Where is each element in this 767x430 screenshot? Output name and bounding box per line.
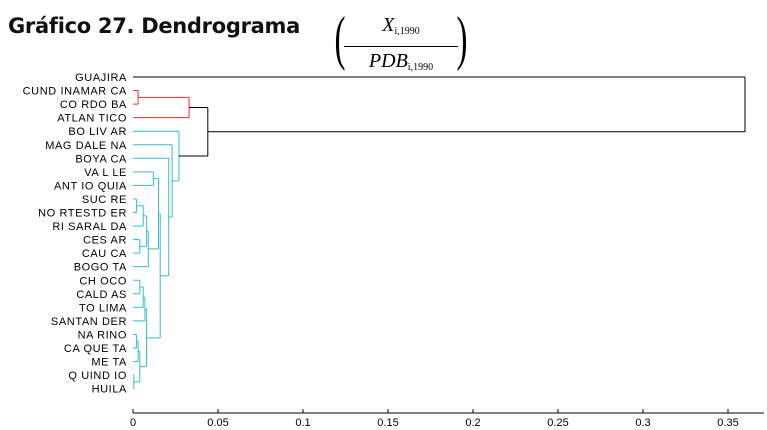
fraction-bar bbox=[344, 46, 458, 47]
x-tick-label: 0.1 bbox=[295, 417, 310, 429]
x-tick-label: 0.05 bbox=[207, 417, 228, 429]
leaf-label: CES AR bbox=[83, 235, 127, 247]
leaf-label: RI SARAL DA bbox=[52, 221, 127, 233]
x-tick-label: 0.2 bbox=[465, 417, 480, 429]
leaf-label: GUAJIRA bbox=[75, 72, 127, 84]
x-tick-label: 0.35 bbox=[717, 417, 738, 429]
leaf-label: BOGO TA bbox=[74, 262, 127, 274]
formula-denominator: PDBi,1990 bbox=[368, 50, 434, 73]
figure-title: Gráfico 27. Dendrograma bbox=[8, 14, 300, 38]
leaf-label: BOYA CA bbox=[75, 153, 127, 165]
formula-fraction: Xi,1990 PDBi,1990 bbox=[342, 12, 460, 81]
leaf-label: ME TA bbox=[91, 357, 127, 369]
leaf-label: CAU CA bbox=[82, 248, 127, 260]
leaf-label: ANT IO QUIA bbox=[54, 180, 127, 192]
leaf-label: SANTAN DER bbox=[51, 316, 127, 328]
leaf-label: BO LIV AR bbox=[68, 126, 127, 138]
leaf-label: CO RDO BA bbox=[60, 99, 127, 111]
x-tick-label: 0 bbox=[130, 417, 136, 429]
leaf-label: SUC RE bbox=[82, 194, 127, 206]
leaf-label: CH OCO bbox=[79, 275, 127, 287]
leaf-label: NA RINO bbox=[78, 329, 127, 341]
leaf-label: CUND INAMAR CA bbox=[23, 86, 127, 98]
formula-numerator: Xi,1990 bbox=[382, 14, 420, 37]
leaf-label: NO RTESTD ER bbox=[38, 208, 127, 220]
leaf-label: Q UIND IO bbox=[68, 370, 127, 382]
x-tick-label: 0.25 bbox=[547, 417, 568, 429]
leaf-label: ATLAN TICO bbox=[57, 113, 127, 125]
x-tick-label: 0.3 bbox=[635, 417, 650, 429]
x-axis: 0 0.05 0.1 0.15 0.2 0.25 0.3 0.35 bbox=[130, 409, 764, 429]
leaf-label: VA L LE bbox=[84, 167, 127, 179]
leaf-label: CA QUE TA bbox=[64, 343, 127, 355]
dendrogram-links bbox=[133, 76, 746, 390]
leaf-label: HUILA bbox=[92, 384, 127, 396]
x-tick-label: 0.15 bbox=[377, 417, 398, 429]
leaf-label: MAG DALE NA bbox=[45, 140, 127, 152]
right-parenthesis: ) bbox=[456, 5, 468, 71]
left-parenthesis: ( bbox=[334, 5, 346, 71]
leaf-label: TO LIMA bbox=[79, 302, 127, 314]
normalization-formula: ( Xi,1990 PDBi,1990 ) bbox=[328, 5, 474, 73]
leaf-label: CALD AS bbox=[76, 289, 127, 301]
